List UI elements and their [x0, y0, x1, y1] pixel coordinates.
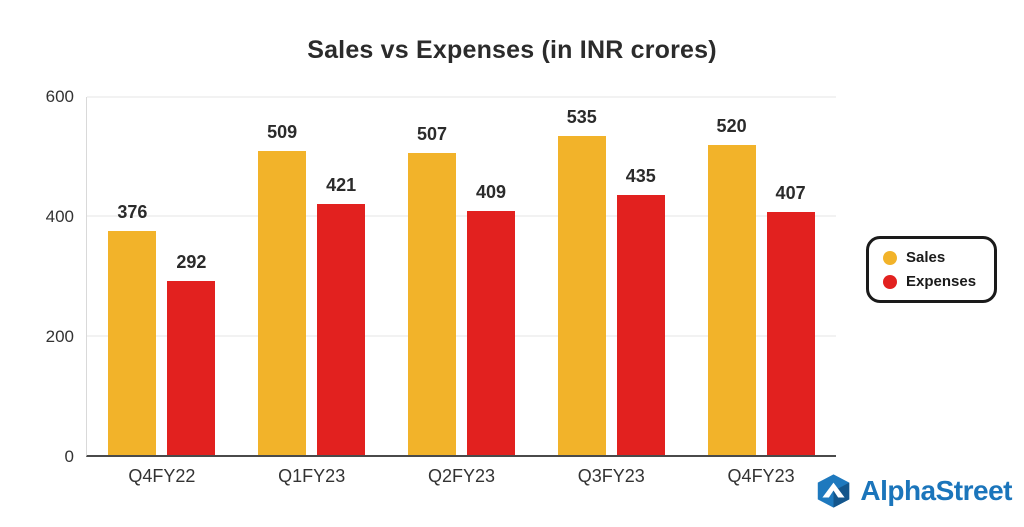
sales-bar: 376: [108, 202, 157, 455]
y-tick-label: 400: [45, 207, 74, 226]
bar-value-label: 292: [176, 251, 207, 272]
gridline: [87, 215, 836, 217]
y-tick-label: 600: [45, 87, 74, 106]
legend-label: Expenses: [906, 273, 977, 290]
brand-logo[interactable]: AlphaStreet: [815, 473, 1012, 509]
expenses-bar: 292: [167, 252, 216, 455]
legend-label: Sales: [906, 249, 946, 266]
x-axis-label: Q2FY23: [427, 466, 496, 486]
bar-value-label: 409: [475, 181, 507, 202]
expenses-bar: 407: [766, 183, 815, 455]
legend-swatch-icon: [883, 274, 897, 289]
x-axis-label: Q4FY22: [128, 466, 196, 486]
expenses-bar: 435: [616, 166, 665, 455]
sales-bar: 535: [557, 107, 606, 455]
bar-value-label: 535: [566, 106, 597, 127]
x-axis-label: Q4FY23: [727, 466, 795, 486]
y-axis: 0 200 400 600: [0, 87, 74, 466]
bar-group: 376 292 Q4FY22: [108, 97, 216, 486]
gridline: [87, 335, 836, 337]
gridline: [87, 96, 836, 98]
alphastreet-logo-icon: [815, 473, 852, 509]
bar-group: 509 421 Q1FY23: [258, 97, 366, 486]
plot-area: 376 292 Q4FY22 509 421 Q1FY23 507 409 Q2FY23 535 4…: [86, 96, 836, 486]
bar-group: 507 409 Q2FY23: [407, 97, 515, 486]
expenses-bar: 421: [317, 175, 366, 455]
legend: Sales Expenses: [866, 236, 998, 303]
x-axis-label: Q1FY23: [278, 466, 346, 486]
legend-item-sales[interactable]: Sales: [883, 249, 976, 266]
bar-value-label: 435: [625, 166, 656, 187]
legend-item-expenses[interactable]: Expenses: [883, 273, 976, 290]
bar-value-label: 421: [326, 174, 357, 195]
bar-value-label: 520: [716, 115, 747, 136]
bar-group: 520 407 Q4FY23: [707, 97, 815, 486]
legend-swatch-icon: [883, 250, 897, 265]
sales-bar: 507: [407, 124, 456, 455]
expenses-bar: 409: [466, 182, 515, 455]
y-tick-label: 0: [64, 447, 74, 466]
chart-title: Sales vs Expenses (in INR crores): [307, 36, 717, 64]
sales-bar: 509: [258, 122, 307, 455]
bar-value-label: 376: [117, 201, 148, 222]
bar-value-label: 507: [416, 123, 448, 144]
bar-value-label: 407: [775, 183, 806, 204]
brand-name: AlphaStreet: [860, 475, 1012, 506]
bar-value-label: 509: [267, 122, 298, 143]
bar-groups: 376 292 Q4FY22 509 421 Q1FY23 507 409 Q2FY23 535 4…: [87, 97, 836, 486]
y-tick-label: 200: [45, 327, 74, 346]
x-axis-label: Q3FY23: [577, 466, 645, 486]
sales-bar: 520: [707, 116, 756, 455]
bar-group: 535 435 Q3FY23: [557, 97, 665, 486]
